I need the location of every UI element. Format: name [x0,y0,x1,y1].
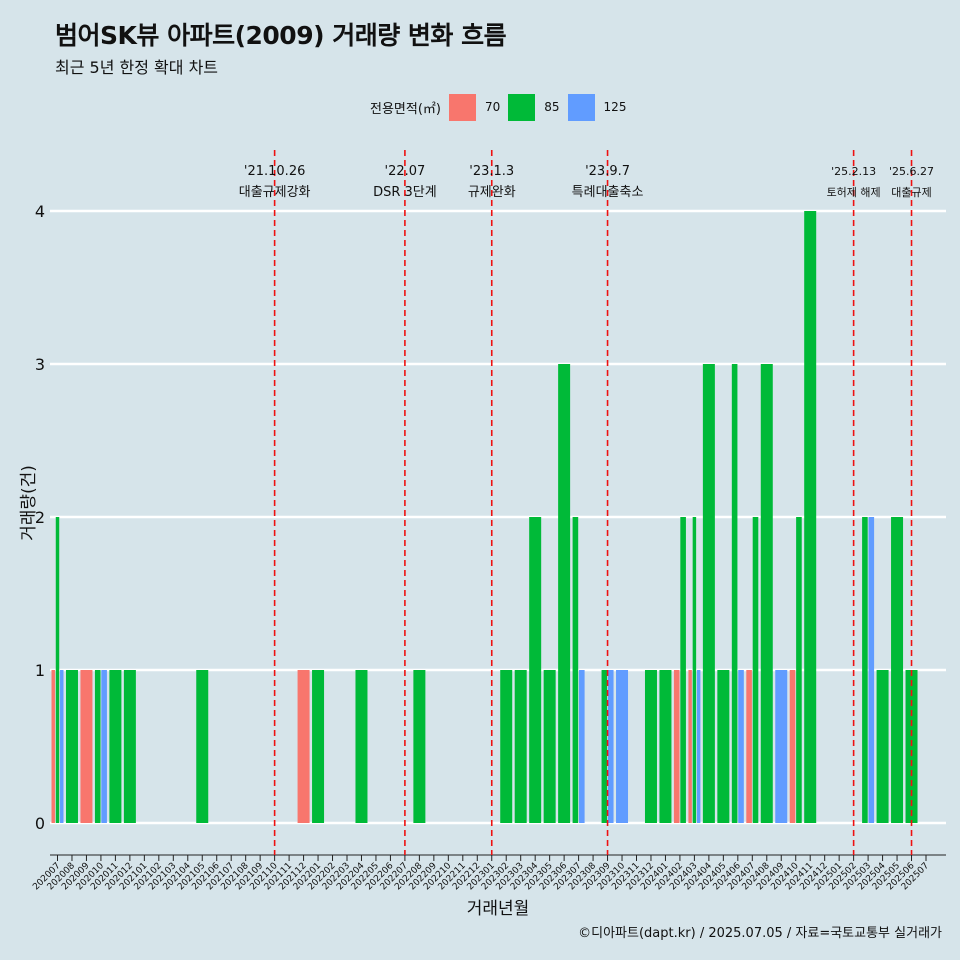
chart-title: 범어SK뷰 아파트(2009) 거래량 변화 흐름 [55,21,507,50]
bar-202303-85 [514,670,527,823]
bar-202310-125 [616,670,629,823]
y-tick-label-4: 4 [35,202,45,221]
bar-202403-85 [692,517,697,823]
bar-202410-70 [789,670,796,823]
bar-202306-85 [558,364,571,823]
bar-202503-85 [862,517,868,823]
bar-202404-85 [702,364,715,823]
bar-202402-85 [680,517,686,823]
x-axis-title: 거래년월 [467,899,530,919]
bar-202010-85 [94,670,101,823]
bar-202506-85 [905,670,918,823]
bar-202504-85 [876,670,889,823]
bar-202409-125 [775,670,788,823]
legend-swatch-125 [567,93,595,121]
bar-202405-85 [717,670,730,823]
event-date-4: '23.9.7 [585,164,630,179]
legend-item-70: 70 [448,93,501,121]
bar-202406-85 [731,364,738,823]
y-tick-label-2: 2 [35,508,45,527]
bar-202007-125 [60,670,64,823]
bar-202304-85 [529,517,542,823]
bar-202012-85 [123,670,136,823]
legend-item-85: 85 [508,93,560,121]
legend-swatch-70 [448,93,476,121]
event-date-5: '25.2.13 [831,165,876,178]
event-label-2: DSR 3단계 [373,185,437,200]
bar-202406-125 [738,670,744,823]
legend-label-70: 70 [484,100,501,114]
bar-202007-70 [51,670,55,823]
bar-202011-85 [109,670,122,823]
event-label-5: 토허제 해제 [827,185,881,199]
bar-202307-85 [572,517,579,823]
bar-202401-85 [659,670,672,823]
bar-202201-85 [312,670,325,823]
bar-202112-70 [297,670,310,823]
bar-202204-85 [355,670,368,823]
bar-202312-85 [644,670,657,823]
bar-202008-85 [65,670,78,823]
legend-label-125: 125 [603,100,627,114]
bar-202309-85 [601,670,608,823]
bar-202105-85 [196,670,209,823]
bar-202309-125 [607,670,614,823]
legend-item-125: 125 [567,93,627,121]
bar-202410-85 [796,517,802,823]
bar-202208-85 [413,670,426,823]
y-tick-label-1: 1 [35,661,45,680]
bar-202503-125 [868,517,875,823]
bar-202307-125 [579,670,585,823]
event-date-2: '22.07 [385,164,426,179]
event-label-4: 특례대출축소 [572,185,644,200]
legend-label-85: 85 [544,100,560,114]
bar-202403-70 [688,670,692,823]
bar-202302-85 [500,670,513,823]
bar-202305-85 [543,670,556,823]
y-tick-label-0: 0 [35,814,45,833]
bar-202505-85 [891,517,904,823]
y-tick-label-3: 3 [35,355,45,374]
bar-202407-85 [752,517,759,823]
bar-202402-70 [673,670,680,823]
legend-title: 전용면적(㎡) [370,101,441,117]
bar-202403-125 [696,670,701,823]
bar-202407-70 [746,670,752,823]
bar-202411-85 [804,211,817,823]
bar-202009-70 [80,670,93,823]
event-date-1: '21.10.26 [244,164,305,179]
event-label-3: 규제완화 [468,185,516,200]
legend-swatch-85 [508,93,536,121]
bar-202007-85 [55,517,60,823]
bar-202010-125 [101,670,107,823]
legend: 전용면적(㎡) 70 85 125 [370,93,634,121]
source-caption: ©디아파트(dapt.kr) / 2025.07.05 / 자료=국토교통부 실… [578,926,942,941]
event-label-1: 대출규제강화 [239,185,311,200]
chart-subtitle: 최근 5년 한정 확대 차트 [55,58,219,77]
bar-202408-85 [760,364,773,823]
event-label-6: 대출규제 [891,186,931,199]
event-date-3: '23.1.3 [469,164,514,179]
event-date-6: '25.6.27 [889,165,934,178]
y-axis-title: 거래량(건) [19,465,39,541]
